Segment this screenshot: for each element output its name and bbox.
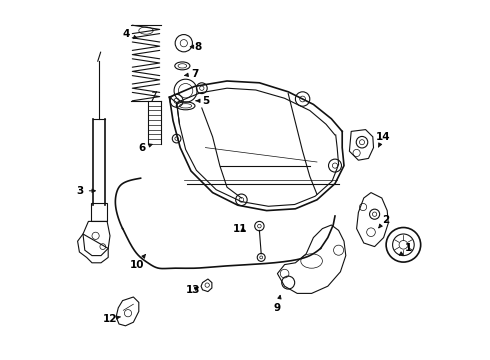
Text: 13: 13 <box>186 285 200 295</box>
Text: 4: 4 <box>122 29 137 39</box>
Text: 1: 1 <box>399 243 413 255</box>
Text: 6: 6 <box>139 143 152 153</box>
Text: 12: 12 <box>103 314 120 324</box>
Text: 9: 9 <box>274 295 281 313</box>
Text: 11: 11 <box>232 224 247 234</box>
Text: 10: 10 <box>130 255 146 270</box>
Text: 2: 2 <box>379 215 389 228</box>
Text: 8: 8 <box>190 42 202 52</box>
Text: 3: 3 <box>76 186 96 196</box>
Text: 7: 7 <box>185 69 198 79</box>
Text: 14: 14 <box>376 132 391 147</box>
Text: 5: 5 <box>196 96 209 106</box>
